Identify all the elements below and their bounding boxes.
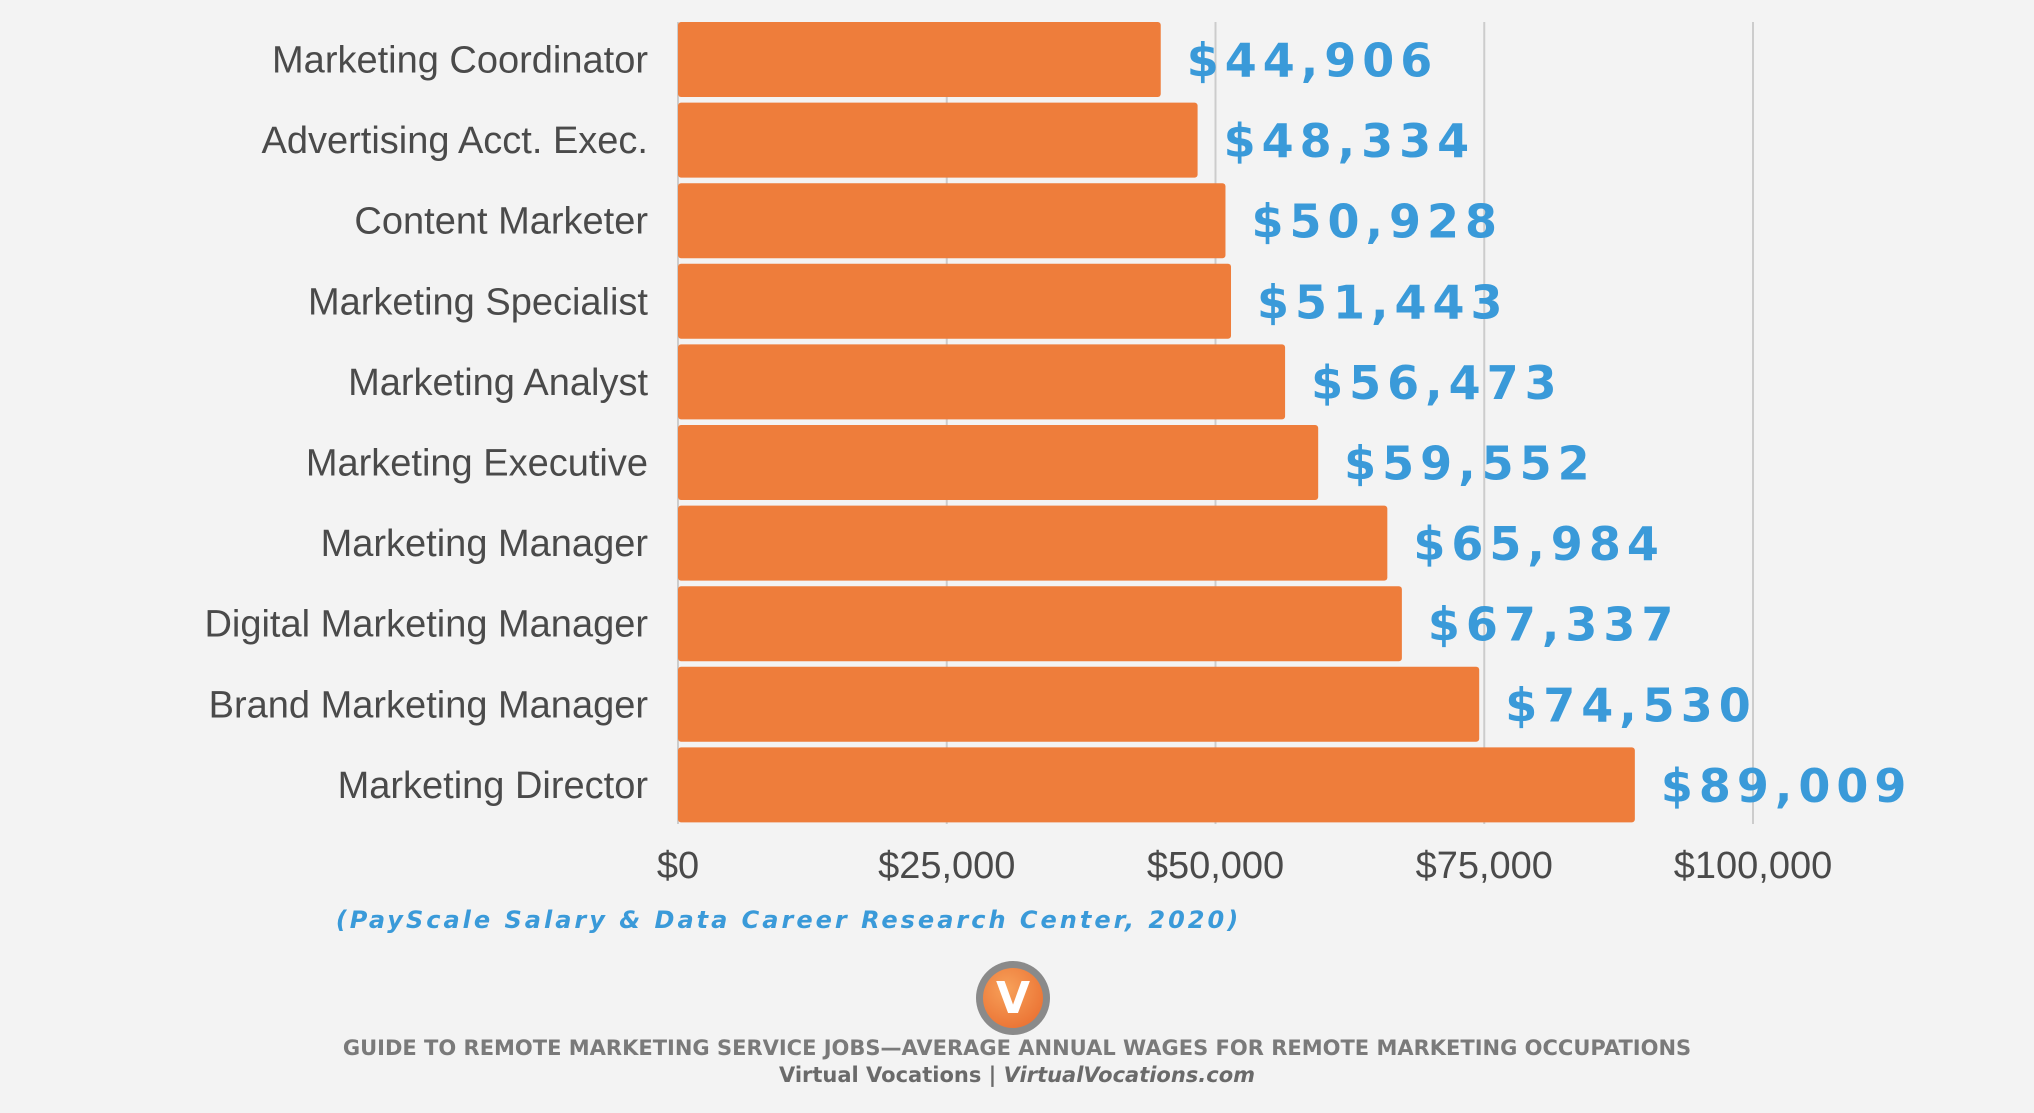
bar xyxy=(678,666,1480,742)
data-labels: $44,906 $48,334 $50,928 $51,443 $56,473 $59,5… xyxy=(1187,34,1913,813)
bar xyxy=(678,22,1161,97)
category-label: Marketing Manager xyxy=(321,523,649,565)
x-tick-label: $50,000 xyxy=(1147,845,1284,887)
data-label: $67,337 xyxy=(1428,598,1680,652)
category-labels: Marketing Coordinator Advertising Acct. E… xyxy=(204,40,648,807)
bar xyxy=(678,505,1388,581)
bar xyxy=(678,102,1198,178)
logo-letter: V xyxy=(983,968,1043,1028)
data-label: $50,928 xyxy=(1251,195,1503,249)
virtual-vocations-logo-icon: V xyxy=(976,961,1050,1035)
x-axis-ticks: $0 $25,000 $50,000 $75,000 $100,000 xyxy=(657,845,1832,887)
data-label: $51,443 xyxy=(1257,275,1509,329)
category-label: Digital Marketing Manager xyxy=(204,604,648,646)
bar-chart: Marketing Coordinator Advertising Acct. E… xyxy=(204,22,1913,887)
data-label: $89,009 xyxy=(1661,759,1913,813)
data-label: $48,334 xyxy=(1224,114,1476,168)
footer-brand: Virtual Vocations xyxy=(778,1063,982,1087)
category-label: Content Marketer xyxy=(354,201,648,243)
footer-credit: Virtual Vocations | VirtualVocations.com xyxy=(0,1063,2034,1087)
x-tick-label: $25,000 xyxy=(878,845,1015,887)
bars xyxy=(678,22,1635,823)
category-label: Advertising Acct. Exec. xyxy=(262,120,649,162)
bar xyxy=(678,586,1402,662)
category-label: Marketing Coordinator xyxy=(272,40,648,82)
data-label: $59,552 xyxy=(1344,437,1596,491)
bar xyxy=(678,747,1635,823)
footer-title: GUIDE TO REMOTE MARKETING SERVICE JOBS—A… xyxy=(342,1036,1692,1060)
bar xyxy=(678,263,1232,339)
category-label: Marketing Executive xyxy=(306,443,648,485)
bar xyxy=(678,183,1226,259)
category-label: Brand Marketing Manager xyxy=(209,684,649,726)
footer-separator: | xyxy=(981,1063,1004,1087)
data-label: $56,473 xyxy=(1311,356,1563,410)
footer-site: VirtualVocations.com xyxy=(1003,1063,1256,1087)
category-label: Marketing Specialist xyxy=(308,281,648,323)
data-label: $74,530 xyxy=(1505,678,1757,732)
source-note: (PayScale Salary & Data Career Research … xyxy=(335,906,1242,934)
x-tick-label: $0 xyxy=(657,845,699,887)
data-label: $44,906 xyxy=(1187,34,1439,88)
bar xyxy=(678,425,1319,500)
x-tick-label: $75,000 xyxy=(1416,845,1553,887)
category-label: Marketing Analyst xyxy=(348,362,648,404)
x-tick-label: $100,000 xyxy=(1674,845,1833,887)
data-label: $65,984 xyxy=(1413,517,1665,571)
bar xyxy=(678,344,1286,420)
category-label: Marketing Director xyxy=(338,765,649,807)
